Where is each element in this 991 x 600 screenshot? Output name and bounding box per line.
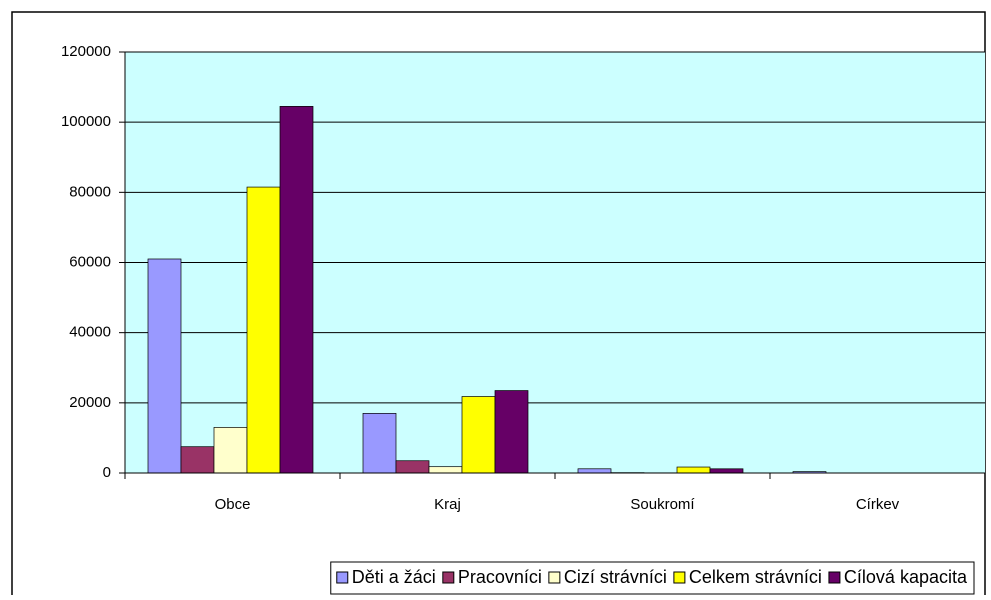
bar [677, 467, 710, 473]
legend: Děti a žáci Pracovníci Cizí strávníci Celke… [331, 562, 974, 594]
legend-label: Pracovníci [458, 567, 542, 587]
bar [148, 259, 181, 473]
y-tick-label: 100000 [61, 113, 111, 130]
legend-swatch [443, 572, 454, 583]
legend-swatch [549, 572, 560, 583]
bar [429, 467, 462, 473]
bar [280, 106, 313, 473]
legend-label: Cizí strávníci [564, 567, 667, 587]
bar [181, 447, 214, 473]
x-tick-label: Obce [215, 496, 251, 513]
legend-swatch [829, 572, 840, 583]
x-tick-label: Církev [856, 496, 900, 513]
x-tick-label: Kraj [434, 496, 461, 513]
y-tick-label: 80000 [69, 183, 111, 200]
legend-label: Cílová kapacita [844, 567, 968, 587]
y-tick-label: 120000 [61, 43, 111, 60]
legend-label: Celkem strávníci [689, 567, 822, 587]
x-tick-label: Soukromí [630, 496, 695, 513]
bar [710, 469, 743, 473]
bar [578, 469, 611, 473]
bar [363, 413, 396, 473]
bar [396, 461, 429, 473]
bar [214, 427, 247, 473]
y-tick-label: 60000 [69, 253, 111, 270]
legend-swatch [337, 572, 348, 583]
y-tick-label: 40000 [69, 324, 111, 341]
bar [462, 397, 495, 473]
legend-label: Děti a žáci [352, 567, 436, 587]
y-tick-label: 0 [103, 464, 111, 481]
legend-swatch [674, 572, 685, 583]
y-tick-label: 20000 [69, 394, 111, 411]
bar [495, 391, 528, 473]
bar [247, 187, 280, 473]
